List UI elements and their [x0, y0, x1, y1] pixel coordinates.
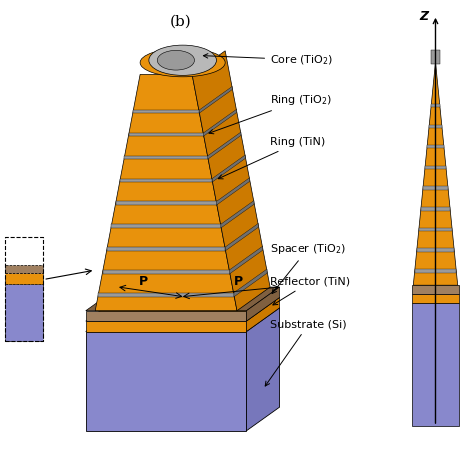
Text: P: P	[234, 275, 243, 288]
Polygon shape	[203, 109, 237, 136]
Polygon shape	[415, 269, 456, 273]
Polygon shape	[5, 265, 43, 273]
Polygon shape	[421, 207, 450, 210]
Polygon shape	[124, 155, 208, 159]
Polygon shape	[417, 248, 454, 252]
Polygon shape	[107, 247, 225, 251]
Polygon shape	[95, 74, 237, 311]
Text: Z: Z	[419, 9, 428, 23]
Polygon shape	[412, 285, 459, 294]
Polygon shape	[431, 104, 440, 107]
Polygon shape	[246, 287, 280, 321]
Text: (b): (b)	[169, 15, 191, 29]
Polygon shape	[199, 86, 232, 113]
Polygon shape	[120, 179, 212, 182]
Polygon shape	[86, 311, 246, 321]
Text: Ring (TiO$_2$): Ring (TiO$_2$)	[209, 93, 332, 134]
Polygon shape	[423, 186, 448, 190]
Polygon shape	[246, 298, 280, 331]
Polygon shape	[102, 270, 229, 274]
Polygon shape	[425, 166, 446, 169]
Polygon shape	[86, 298, 280, 321]
Polygon shape	[111, 224, 221, 228]
Polygon shape	[5, 284, 43, 341]
Polygon shape	[246, 308, 280, 431]
Polygon shape	[419, 228, 452, 231]
Polygon shape	[129, 133, 203, 136]
Ellipse shape	[140, 48, 225, 77]
Polygon shape	[86, 331, 246, 431]
Polygon shape	[412, 303, 459, 426]
Text: Reflector (TiN): Reflector (TiN)	[270, 277, 350, 305]
Polygon shape	[413, 62, 458, 285]
Polygon shape	[412, 294, 459, 303]
Polygon shape	[429, 125, 442, 128]
Polygon shape	[229, 246, 263, 274]
Polygon shape	[192, 51, 270, 311]
Polygon shape	[208, 132, 241, 159]
Polygon shape	[86, 321, 246, 331]
Polygon shape	[5, 273, 43, 284]
Ellipse shape	[157, 50, 194, 70]
Text: Ring (TiN): Ring (TiN)	[219, 137, 325, 179]
Polygon shape	[225, 223, 258, 251]
Polygon shape	[234, 269, 267, 297]
Text: Spacer (TiO$_2$): Spacer (TiO$_2$)	[270, 242, 346, 293]
Polygon shape	[116, 201, 217, 205]
Polygon shape	[98, 292, 234, 297]
Text: Core (TiO$_2$): Core (TiO$_2$)	[203, 53, 333, 66]
Polygon shape	[212, 155, 246, 182]
Polygon shape	[431, 50, 440, 64]
Polygon shape	[86, 287, 280, 311]
Polygon shape	[86, 308, 280, 331]
Polygon shape	[427, 145, 444, 148]
Polygon shape	[217, 178, 250, 205]
Text: Substrate (Si): Substrate (Si)	[265, 319, 346, 386]
Polygon shape	[221, 201, 254, 228]
Ellipse shape	[149, 45, 217, 75]
Text: P: P	[139, 275, 148, 288]
Polygon shape	[133, 110, 199, 113]
